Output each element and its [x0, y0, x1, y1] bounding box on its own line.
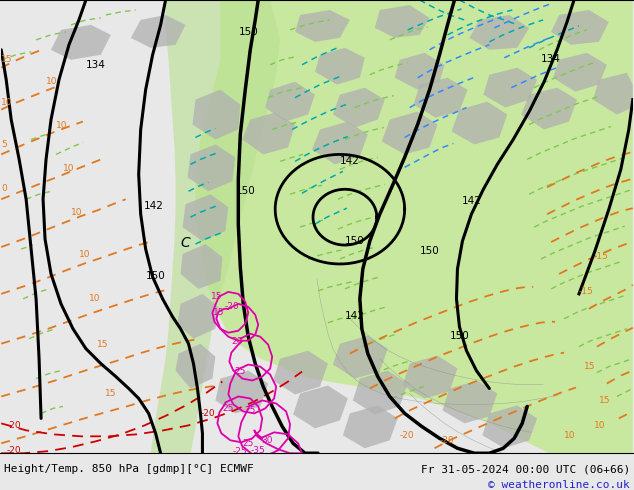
Text: 150: 150 — [146, 271, 165, 281]
Text: 142: 142 — [340, 156, 360, 167]
Polygon shape — [312, 122, 368, 164]
Polygon shape — [333, 88, 385, 127]
Polygon shape — [482, 405, 537, 448]
Text: 25: 25 — [245, 406, 256, 416]
Polygon shape — [183, 194, 228, 241]
Text: 10: 10 — [89, 294, 100, 303]
Text: 10: 10 — [71, 208, 82, 217]
Polygon shape — [151, 0, 280, 453]
Text: 0: 0 — [1, 184, 7, 193]
Text: 142: 142 — [462, 196, 481, 206]
Text: 150: 150 — [450, 331, 469, 341]
Text: 15: 15 — [212, 308, 224, 317]
Polygon shape — [382, 112, 437, 154]
Text: 25: 25 — [243, 439, 254, 448]
Text: 142: 142 — [144, 201, 164, 211]
Polygon shape — [521, 88, 577, 129]
Polygon shape — [469, 15, 529, 50]
Polygon shape — [295, 10, 350, 42]
Text: 30: 30 — [261, 436, 273, 445]
Text: 25: 25 — [223, 404, 234, 414]
Polygon shape — [553, 53, 607, 92]
Text: 15: 15 — [210, 292, 222, 301]
Polygon shape — [375, 5, 430, 38]
Text: 10: 10 — [56, 121, 67, 129]
Text: -20: -20 — [6, 421, 21, 430]
Text: 20: 20 — [231, 337, 243, 345]
Text: 150: 150 — [235, 186, 255, 196]
Text: -20: -20 — [6, 446, 21, 455]
Text: -20: -20 — [200, 409, 215, 418]
Text: Fr 31-05-2024 00:00 UTC (06+66): Fr 31-05-2024 00:00 UTC (06+66) — [421, 464, 630, 474]
Text: C: C — [181, 236, 190, 250]
Polygon shape — [273, 351, 328, 394]
Polygon shape — [593, 73, 633, 115]
Text: 134: 134 — [86, 60, 106, 70]
Text: -15: -15 — [594, 252, 609, 261]
Polygon shape — [395, 53, 444, 90]
Text: -15: -15 — [579, 287, 593, 296]
Text: 10: 10 — [594, 421, 605, 430]
Text: -20: -20 — [399, 431, 414, 441]
Polygon shape — [483, 68, 537, 108]
Polygon shape — [403, 356, 458, 398]
Polygon shape — [293, 386, 348, 428]
Text: 25: 25 — [235, 367, 246, 375]
Polygon shape — [242, 113, 295, 154]
Polygon shape — [181, 244, 223, 289]
Text: 15: 15 — [105, 390, 116, 398]
Text: -20: -20 — [439, 436, 454, 445]
Polygon shape — [188, 145, 235, 191]
Polygon shape — [551, 10, 609, 45]
Text: 15: 15 — [1, 55, 13, 64]
Polygon shape — [451, 101, 507, 145]
Polygon shape — [51, 25, 111, 60]
Polygon shape — [343, 405, 398, 448]
Text: 15: 15 — [599, 396, 611, 405]
Text: Height/Temp. 850 hPa [gdmp][°C] ECMWF: Height/Temp. 850 hPa [gdmp][°C] ECMWF — [4, 464, 254, 474]
Text: 5: 5 — [1, 141, 7, 149]
Text: 10: 10 — [1, 98, 13, 107]
Polygon shape — [353, 370, 408, 415]
Polygon shape — [195, 0, 633, 453]
Polygon shape — [333, 336, 388, 379]
Text: 10: 10 — [46, 76, 58, 86]
Polygon shape — [413, 78, 467, 118]
Text: © weatheronline.co.uk: © weatheronline.co.uk — [488, 480, 630, 490]
Text: 150: 150 — [420, 246, 439, 256]
Polygon shape — [176, 343, 216, 389]
Text: 15: 15 — [97, 340, 108, 349]
Text: 10: 10 — [63, 164, 74, 173]
Text: -35: -35 — [251, 446, 266, 455]
Polygon shape — [178, 294, 218, 339]
Polygon shape — [265, 82, 315, 122]
Text: 10: 10 — [564, 431, 576, 441]
Text: 150: 150 — [345, 236, 365, 246]
Text: -20: -20 — [225, 302, 240, 311]
Text: 142: 142 — [345, 311, 365, 321]
Polygon shape — [315, 48, 365, 85]
Text: 15: 15 — [584, 362, 595, 370]
Text: 10: 10 — [79, 250, 91, 259]
Polygon shape — [193, 90, 240, 140]
Polygon shape — [216, 370, 268, 414]
Text: 150: 150 — [238, 27, 258, 37]
Text: -25: -25 — [233, 447, 248, 456]
Text: 134: 134 — [541, 54, 561, 64]
Polygon shape — [443, 381, 497, 423]
Polygon shape — [131, 15, 186, 48]
